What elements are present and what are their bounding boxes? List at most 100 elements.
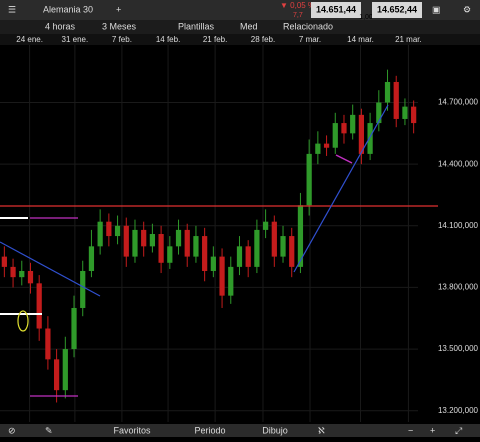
candle-body (367, 123, 373, 154)
candle-body (254, 229, 260, 267)
draw-icon[interactable]: ✎ (45, 425, 53, 435)
favorites[interactable]: Favoritos (113, 425, 151, 435)
candle-body (88, 246, 95, 271)
candle-body (141, 229, 147, 247)
candle-body (80, 270, 86, 308)
candle-body (114, 225, 121, 237)
candle-body (262, 221, 269, 230)
candle-body (10, 266, 16, 278)
x-tick-label: 28 feb. (251, 35, 275, 44)
buy-button[interactable] (372, 2, 422, 18)
x-tick-label: 7 mar. (299, 35, 321, 44)
y-tick-label: 14.700,000 (438, 98, 479, 107)
templates[interactable]: Plantillas (178, 21, 215, 31)
candle-body (376, 102, 382, 124)
candle-body (45, 328, 51, 360)
date-axis-bg (0, 34, 480, 45)
trend-line (293, 104, 389, 273)
candle-body (245, 246, 251, 267)
candle-body (402, 106, 408, 119)
x-tick-label: 14 mar. (347, 35, 374, 44)
ellipse-drawing (17, 310, 29, 332)
buy-price: 14.652,44 (377, 4, 417, 14)
candle-body (289, 236, 295, 267)
bottom-bar-bg (0, 424, 480, 437)
marker-line (335, 154, 353, 164)
plot: 13.200,000 13.500,000 13.800,000 14.100,000… (0, 35, 479, 422)
bottom-bar: ⊘ ✎ Favoritos Periodo Dibujo ℵ − + ⤢ (0, 424, 480, 437)
indicator-icon[interactable]: ℵ (318, 425, 325, 435)
chart-toolbar: 4 horas 3 Meses Plantillas Med Relaciona… (0, 20, 480, 34)
x-tick-label: 14 feb. (156, 35, 180, 44)
candle-body (167, 246, 173, 263)
instrument[interactable]: Alemania 30 (43, 4, 93, 14)
candle-body (411, 106, 417, 124)
candle-body (384, 81, 391, 103)
y-tick-label: 13.500,000 (438, 344, 479, 353)
x-tick-label: 21 mar. (395, 35, 422, 44)
save-icon[interactable]: ▣ (432, 4, 441, 14)
zoom-out[interactable]: − (408, 425, 413, 435)
sell-price: 14.651,44 (316, 4, 356, 14)
candle-body (123, 225, 129, 257)
candle-body (36, 283, 42, 329)
candle-body (53, 359, 60, 391)
candle-body (132, 229, 138, 257)
change-pts: 7,7 (293, 12, 303, 19)
candle-body (236, 246, 243, 267)
cursor-icon[interactable]: ⊘ (8, 425, 16, 435)
candle-body (393, 81, 399, 119)
y-tick-label: 14.400,000 (438, 159, 479, 168)
candle-body (184, 229, 190, 257)
x-tick-label: 21 feb. (203, 35, 227, 44)
candle-body (306, 153, 312, 206)
candle-body (97, 221, 103, 247)
spread: 1,00 (359, 14, 373, 21)
candle-body (210, 256, 216, 271)
add-tab[interactable]: + (116, 4, 121, 14)
candle-body (193, 236, 199, 257)
candle-body (1, 256, 7, 267)
x-tick-label: 7 feb. (112, 35, 132, 44)
candle-body (341, 123, 347, 134)
studies[interactable]: Med (240, 21, 258, 31)
candle-body (219, 256, 225, 296)
candle-body (358, 114, 365, 154)
candle-body (27, 270, 34, 284)
x-tick-label: 31 ene. (62, 35, 89, 44)
related[interactable]: Relacionado (283, 21, 333, 31)
change-pct: ▼ 0,05 % (280, 1, 315, 10)
candle-body (158, 234, 164, 263)
y-tick-label: 14.100,000 (438, 221, 479, 230)
candle-body (315, 143, 321, 154)
candle-body (202, 236, 208, 271)
zoom-in[interactable]: + (430, 425, 435, 435)
range[interactable]: 3 Meses (102, 21, 137, 31)
candle-body (350, 114, 356, 134)
y-tick-label: 13.800,000 (438, 283, 479, 292)
fullscreen[interactable]: ⤢ (454, 425, 462, 435)
candle-body (106, 221, 112, 237)
candle-body (297, 205, 304, 267)
chart-toolbar-bg (0, 20, 480, 34)
x-tick-label: 24 ene. (16, 35, 43, 44)
candle-body (175, 229, 182, 247)
candle-body (19, 270, 25, 278)
y-tick-label: 13.200,000 (438, 406, 479, 415)
candle-body (280, 236, 286, 257)
settings-icon[interactable]: ⚙ (463, 4, 471, 14)
top-bar: ☰ Alemania 30 + ▼ 0,05 % 7,7 14.651,44 1… (0, 0, 480, 21)
candle-body (332, 123, 338, 148)
candle-body (228, 266, 234, 296)
drawing[interactable]: Dibujo (262, 425, 288, 435)
trend-line (0, 241, 101, 297)
candle-body (149, 234, 156, 247)
candle-body (71, 307, 77, 350)
sell-button[interactable] (311, 2, 361, 18)
candle-body (323, 143, 330, 148)
period[interactable]: Periodo (194, 425, 225, 435)
menu-icon[interactable]: ☰ (8, 4, 16, 14)
timeframe[interactable]: 4 horas (45, 21, 76, 31)
